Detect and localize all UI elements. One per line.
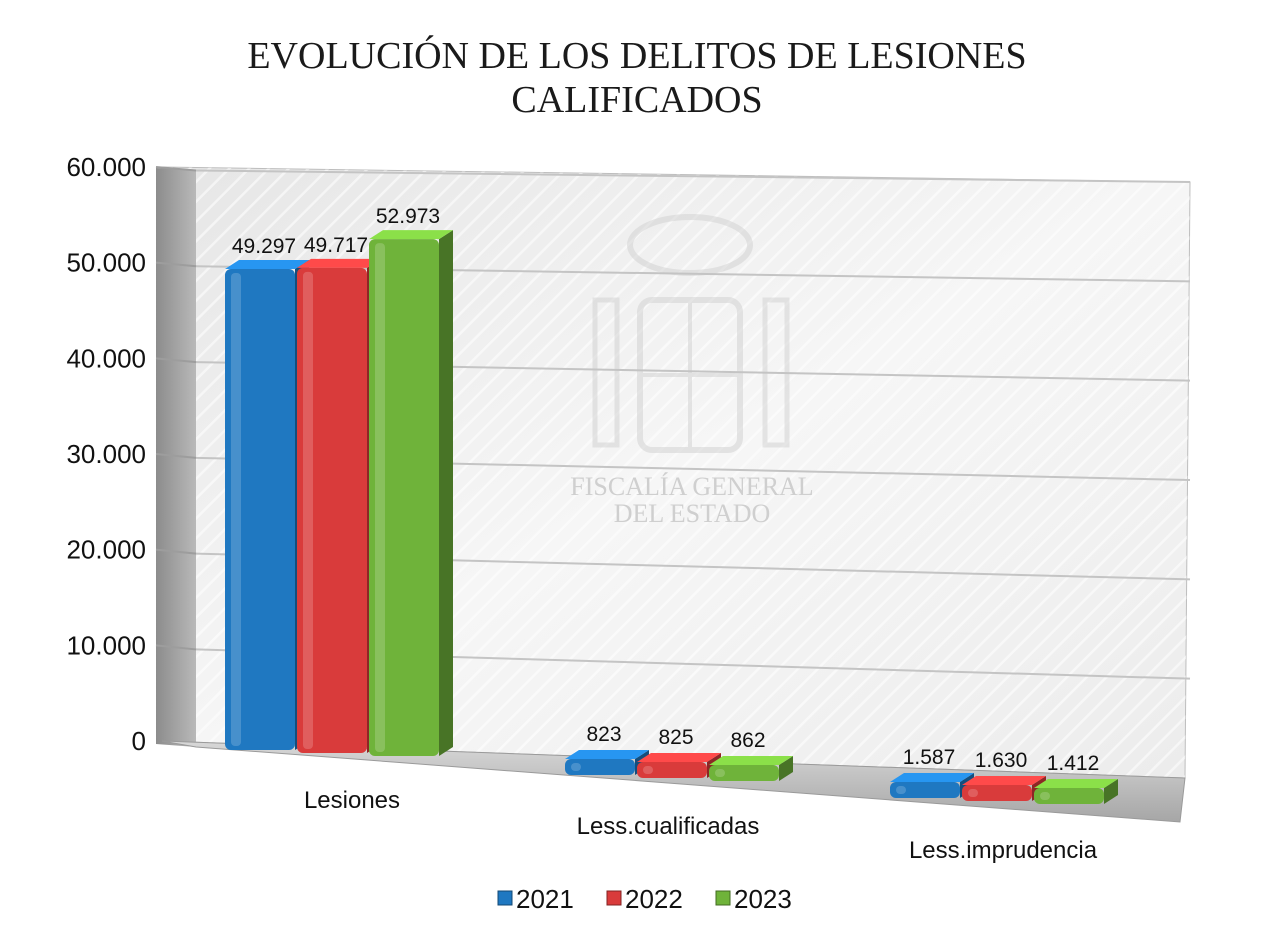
legend-item-2023: 2023 [715, 884, 792, 914]
data-label: 862 [730, 729, 765, 752]
watermark-line-2: DEL ESTADO [614, 499, 771, 528]
category-labels: Lesiones Less.cualificadas Less.imprudenci… [304, 787, 1098, 864]
gridline-side [155, 548, 197, 555]
category-label: Lesiones [304, 787, 400, 814]
gridline-side [155, 261, 197, 268]
data-label: 823 [586, 723, 621, 746]
legend-item-2021: 2021 [497, 884, 574, 914]
y-axis-ticks: 0 10.000 20.000 30.000 40.000 50.000 60.000 [66, 152, 146, 756]
y-tick-label: 30.000 [66, 439, 146, 469]
side-wall [156, 168, 196, 747]
bars [225, 230, 1118, 804]
data-labels: 49.297 49.717 52.973 823 825 862 1.587 1.630 1.4… [232, 205, 1099, 775]
chart-title-line-2: CALIFICADOS [511, 79, 762, 121]
legend-item-2022: 2022 [606, 884, 683, 914]
y-tick-label: 20.000 [66, 535, 146, 565]
y-tick-label: 0 [132, 726, 146, 756]
category-label: Less.imprudencia [909, 837, 1098, 864]
data-label: 52.973 [376, 205, 440, 228]
y-tick-label: 10.000 [66, 630, 146, 660]
data-label: 1.412 [1047, 752, 1100, 775]
data-label: 49.717 [304, 234, 368, 257]
gridline-side [155, 166, 197, 172]
legend-label: 2022 [625, 884, 683, 914]
data-label: 49.297 [232, 235, 296, 258]
legend-swatch [606, 890, 622, 906]
data-label: 1.587 [903, 746, 956, 769]
bar-2021-1 [565, 750, 649, 775]
bar-2022-2 [962, 776, 1046, 801]
y-tick-label: 50.000 [66, 248, 146, 278]
coat-of-arms-icon [592, 214, 790, 453]
bar-2023-2 [1034, 779, 1118, 804]
legend-label: 2021 [516, 884, 574, 914]
bar-2022-0 [297, 258, 381, 753]
bar-2023-0 [369, 230, 453, 756]
gridline [195, 169, 1191, 183]
legend-swatch [497, 890, 513, 906]
data-label: 1.630 [975, 749, 1028, 772]
watermark-line-1: FISCALÍA GENERAL [570, 472, 813, 501]
category-label: Less.cualificadas [577, 813, 760, 840]
gridline-side [155, 357, 197, 364]
y-tick-label: 60.000 [66, 152, 146, 182]
bar-2021-0 [225, 259, 309, 750]
bar-2021-2 [890, 773, 974, 798]
chart-title-line-1: EVOLUCIÓN DE LOS DELITOS DE LESIONES [247, 35, 1026, 77]
floor [161, 740, 1186, 823]
data-label: 825 [658, 726, 693, 749]
legend-label: 2023 [734, 884, 792, 914]
bar-2022-1 [637, 753, 721, 778]
gridline-side [155, 644, 197, 651]
legend-swatch [715, 890, 731, 906]
bar-2023-1 [709, 756, 793, 781]
legend: 2021 2022 2023 [497, 884, 792, 914]
y-tick-label: 40.000 [66, 343, 146, 373]
gridline-side [155, 453, 197, 459]
